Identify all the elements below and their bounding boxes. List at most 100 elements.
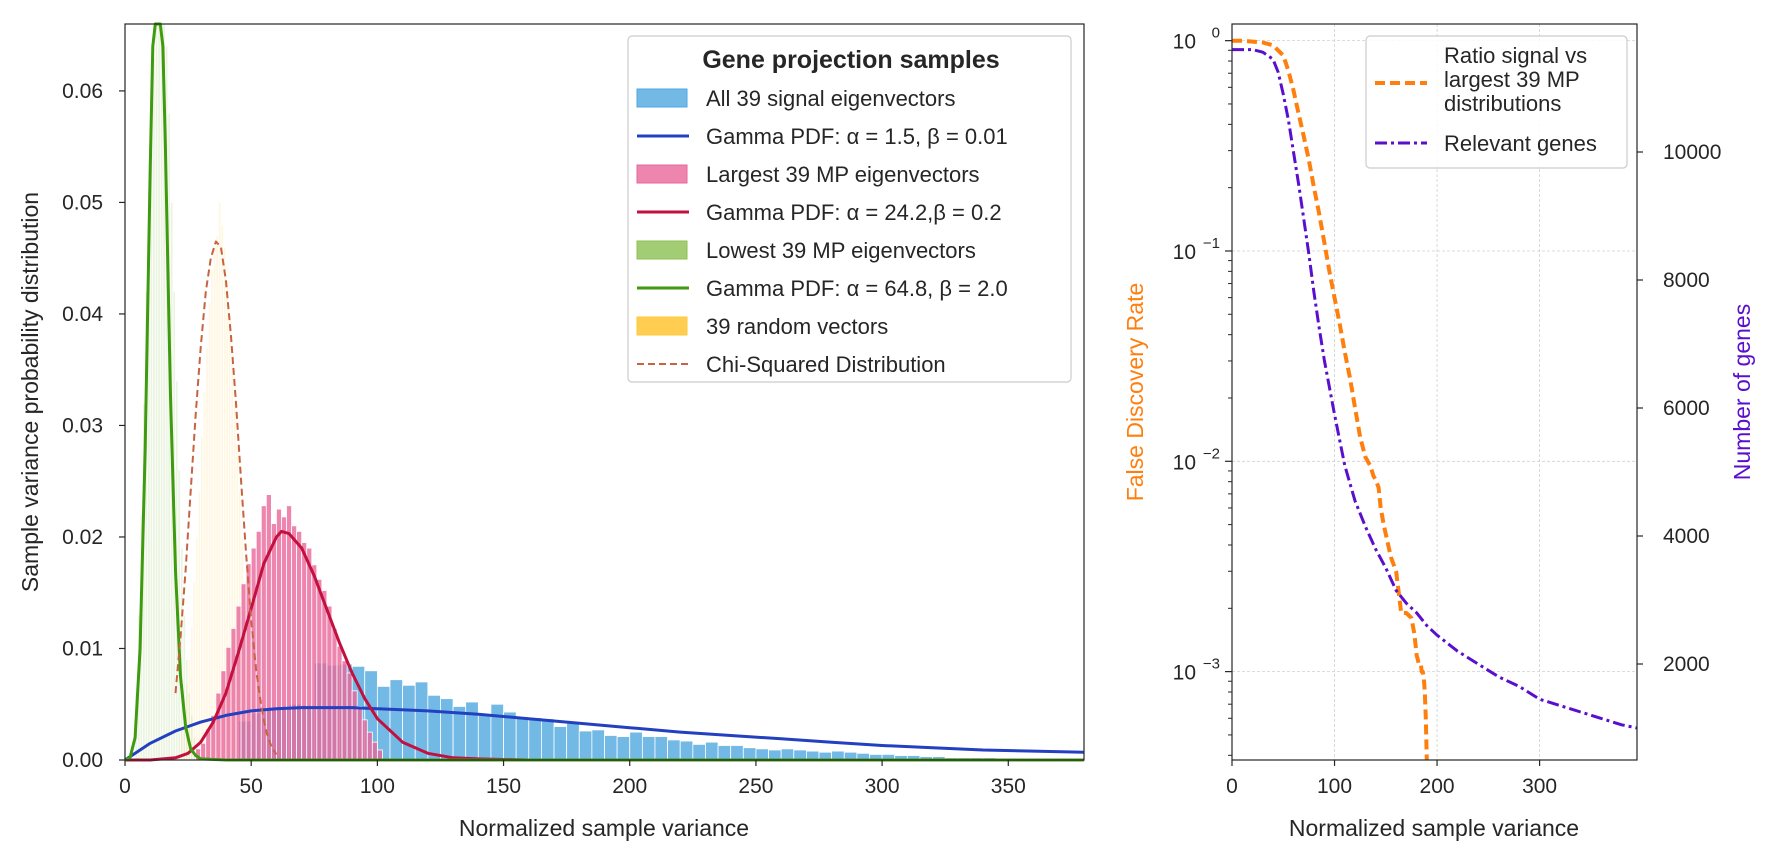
- right-left-y-tick-label-1: 10: [1173, 451, 1196, 474]
- bar-all-39-signal-eigenvectors-26: [566, 722, 580, 761]
- bar-largest-39-mp-eigenvectors-18: [286, 505, 292, 761]
- right-x-tick-label-200: 200: [1420, 775, 1455, 798]
- line-ratio-signal-vs-largest-39-mp-distributions: [1232, 38, 1429, 761]
- bar-all-39-signal-eigenvectors-28: [591, 729, 605, 761]
- left-x-tick-label-300: 300: [865, 775, 900, 798]
- left-plot-frame: [124, 23, 1085, 761]
- bar-all-39-signal-eigenvectors-18: [465, 701, 479, 761]
- left-x-tick-label-350: 350: [991, 775, 1026, 798]
- bar-largest-39-mp-eigenvectors-27: [331, 628, 338, 761]
- right-x-axis-label: Normalized sample variance: [1289, 815, 1579, 841]
- left-chart-panel: 0 50 100 150 200 250 300 350 0.000.010.020.030.…: [17, 22, 1085, 841]
- bar-all-39-signal-eigenvectors-19: [477, 713, 492, 761]
- bar-all-39-signal-eigenvectors-21: [503, 711, 517, 761]
- bar-all-39-signal-eigenvectors-40: [742, 747, 757, 761]
- legend-label-largest-mp-hist: Largest 39 MP eigenvectors: [706, 162, 980, 187]
- bar-largest-39-mp-eigenvectors-29: [341, 660, 348, 761]
- left-y-tick-label-0: 0.00: [62, 749, 103, 772]
- legend-label-signal-hist: All 39 signal eigenvectors: [706, 86, 955, 111]
- right-left-y-tick-exp-3: 0: [1212, 25, 1220, 42]
- bar-largest-39-mp-eigenvectors-14: [265, 494, 272, 761]
- left-y-tick-label-5: 0.05: [62, 191, 103, 214]
- right-legend-box: [1365, 35, 1628, 169]
- bar-largest-39-mp-eigenvectors-8: [235, 605, 242, 761]
- bar-all-39-signal-eigenvectors-23: [528, 717, 542, 761]
- legend-swatch-random-hist: [636, 316, 688, 336]
- bar-all-39-signal-eigenvectors-38: [717, 745, 732, 761]
- bar-all-39-signal-eigenvectors-16: [440, 698, 454, 761]
- bar-largest-39-mp-eigenvectors-28: [336, 645, 343, 761]
- left-x-tick-label-150: 150: [486, 775, 521, 798]
- right-x-tick-label-300: 300: [1522, 775, 1557, 798]
- right-series-lines: [1232, 38, 1638, 761]
- bar-all-39-signal-eigenvectors-13: [402, 684, 416, 761]
- right-right-y-tick-label-4000: 4000: [1663, 525, 1710, 548]
- bar-largest-39-mp-eigenvectors-32: [356, 706, 363, 761]
- bar-largest-39-mp-eigenvectors-30: [346, 672, 353, 761]
- left-y-axis-label: Sample variance probability distribution: [17, 192, 43, 592]
- left-y-ticks: 0.00 0.01 0.02 0.03 0.04 0.05 0.06: [62, 80, 125, 772]
- legend-label-relevant-genes: Relevant genes: [1444, 131, 1597, 156]
- left-legend: Gene projection samples All 39 signal ei…: [627, 35, 1072, 383]
- right-right-y-axis-label: Number of genes: [1729, 304, 1755, 480]
- bar-all-39-signal-eigenvectors-44: [793, 749, 807, 761]
- bar-largest-39-mp-eigenvectors-20: [296, 530, 303, 761]
- bar-all-39-signal-eigenvectors-27: [578, 730, 593, 761]
- left-x-ticks: 0 50 100 150 200 250 300 350: [119, 760, 1026, 798]
- bar-largest-39-mp-eigenvectors-26: [326, 605, 333, 761]
- bar-largest-39-mp-eigenvectors-25: [321, 590, 328, 761]
- legend-swatch-lowest-mp-hist: [636, 240, 688, 260]
- right-left-y-tick-exp-2: −1: [1203, 235, 1220, 252]
- legend-label-random-hist: 39 random vectors: [706, 314, 888, 339]
- right-x-tick-label-100: 100: [1317, 775, 1352, 798]
- bar-all-39-signal-eigenvectors-12: [389, 679, 404, 761]
- bar-all-39-signal-eigenvectors-29: [604, 735, 618, 761]
- legend-title: Gene projection samples: [702, 46, 999, 74]
- bar-all-39-signal-eigenvectors-25: [553, 726, 568, 761]
- bar-all-39-signal-eigenvectors-43: [780, 748, 795, 761]
- legend-label-lowest-mp-hist: Lowest 39 MP eigenvectors: [706, 238, 976, 263]
- bar-all-39-signal-eigenvectors-35: [679, 740, 694, 761]
- bar-all-39-signal-eigenvectors-39: [730, 745, 744, 761]
- right-x-tick-label-0: 0: [1226, 775, 1238, 798]
- left-y-tick-label-4: 0.04: [62, 303, 103, 326]
- left-x-tick-label-250: 250: [738, 775, 773, 798]
- left-x-tick-label-200: 200: [612, 775, 647, 798]
- legend-label-chi-squared: Chi-Squared Distribution: [706, 352, 946, 377]
- right-right-y-ticks: 2000 4000 6000 8000 10000: [1637, 141, 1721, 676]
- right-x-ticks: 0 100 200 300: [1226, 760, 1557, 798]
- left-x-tick-label-100: 100: [360, 775, 395, 798]
- legend-label-ratio-line2: largest 39 MP: [1444, 67, 1580, 92]
- right-right-y-tick-label-8000: 8000: [1663, 269, 1710, 292]
- left-y-tick-label-1: 0.01: [62, 637, 103, 660]
- bar-largest-39-mp-eigenvectors-17: [281, 516, 287, 761]
- right-left-y-tick-exp-0: −3: [1203, 656, 1220, 673]
- bar-all-39-signal-eigenvectors-36: [692, 743, 706, 761]
- legend-label-gamma-largest: Gamma PDF: α = 24.2,β = 0.2: [706, 200, 1002, 225]
- bar-largest-39-mp-eigenvectors-12: [255, 530, 262, 761]
- bar-all-39-signal-eigenvectors-15: [427, 694, 441, 761]
- right-legend: Ratio signal vs largest 39 MP distributi…: [1365, 35, 1628, 169]
- bar-largest-39-mp-eigenvectors-24: [316, 578, 323, 761]
- right-left-y-tick-label-2: 10: [1173, 241, 1196, 264]
- curve-gamma-pdf-64-8-2-0: [124, 22, 1084, 762]
- legend-label-ratio-line3: distributions: [1444, 91, 1561, 116]
- curve-gamma-pdf-1-5-0-01: [124, 706, 1085, 762]
- bar-all-39-signal-eigenvectors-31: [629, 731, 643, 761]
- legend-swatch-signal-hist: [636, 88, 688, 108]
- bar-all-39-signal-eigenvectors-42: [768, 749, 782, 761]
- right-right-y-tick-label-6000: 6000: [1663, 397, 1710, 420]
- bar-largest-39-mp-eigenvectors-34: [366, 731, 373, 761]
- left-x-tick-label-0: 0: [119, 775, 131, 798]
- left-y-tick-label-2: 0.02: [62, 526, 103, 549]
- bar-largest-39-mp-eigenvectors-15: [270, 523, 277, 761]
- left-x-tick-label-50: 50: [240, 775, 263, 798]
- bar-all-39-signal-eigenvectors-22: [515, 717, 530, 761]
- right-left-y-ticks: 10 −3 10 −2 10 −1 10 0: [1173, 25, 1232, 756]
- largest-mp-histogram: [195, 494, 383, 761]
- bar-largest-39-mp-eigenvectors-22: [306, 547, 313, 761]
- bar-largest-39-mp-eigenvectors-16: [276, 508, 282, 761]
- curve-gamma-pdf-24-2-0-2: [125, 529, 1084, 762]
- lowest-mp-histogram: [134, 23, 199, 761]
